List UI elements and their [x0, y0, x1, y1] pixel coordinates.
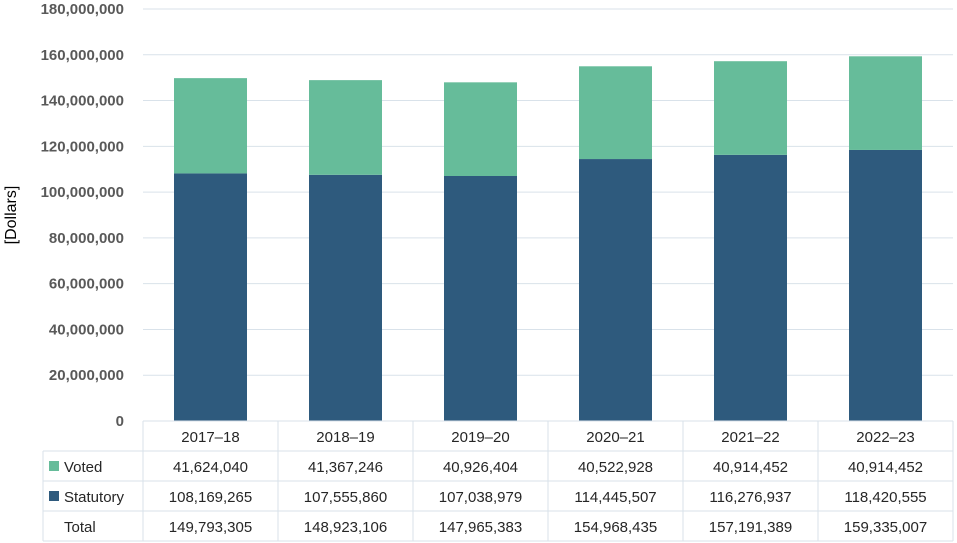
table-cell-total: 154,968,435 — [574, 519, 657, 536]
y-tick-label: 120,000,000 — [41, 138, 124, 155]
gridlines — [143, 8, 953, 376]
bar-statutory-5 — [849, 149, 922, 422]
legend-label-voted: Voted — [64, 459, 102, 476]
bar-voted-2 — [444, 82, 517, 176]
category-label: 2018–19 — [316, 429, 374, 446]
data-table: 2017–18 2018–19 2019–20 2020–21 2021–22 2022–… — [42, 420, 954, 542]
category-label: 2017–18 — [181, 429, 239, 446]
legend-label-statutory: Statutory — [64, 489, 125, 506]
table-cell-voted: 40,522,928 — [578, 459, 653, 476]
table-cell-voted: 41,624,040 — [173, 459, 248, 476]
table-cell-statutory: 108,169,265 — [169, 489, 252, 506]
bar-voted-1 — [309, 80, 382, 175]
bar-statutory-4 — [714, 154, 787, 421]
bar-statutory-0 — [174, 173, 247, 421]
table-cell-voted: 40,926,404 — [443, 459, 518, 476]
bar-voted-4 — [714, 61, 787, 155]
table-cell-voted: 40,914,452 — [713, 459, 788, 476]
table-cell-total: 159,335,007 — [844, 519, 927, 536]
y-tick-label: 80,000,000 — [49, 230, 124, 247]
table-cell-statutory: 118,420,555 — [844, 489, 926, 506]
table-cell-total: 148,923,106 — [304, 519, 387, 536]
bar-voted-3 — [579, 66, 652, 160]
row-label-total: Total — [64, 519, 96, 536]
bar-statutory-2 — [444, 175, 517, 421]
bar-statutory-3 — [579, 159, 652, 422]
y-tick-label: 140,000,000 — [41, 93, 124, 110]
y-tick-label: 20,000,000 — [49, 367, 124, 384]
table-cell-statutory: 107,038,979 — [439, 489, 522, 506]
legend-swatch-voted — [49, 461, 59, 471]
y-tick-label: 0 — [116, 413, 124, 430]
y-axis-label: [Dollars] — [3, 186, 20, 245]
table-cell-voted: 40,914,452 — [848, 459, 923, 476]
bar-voted-5 — [849, 56, 922, 150]
table-cell-total: 157,191,389 — [709, 519, 792, 536]
y-tick-label: 180,000,000 — [41, 1, 124, 18]
table-cell-statutory: 114,445,507 — [574, 489, 656, 506]
y-tick-label: 100,000,000 — [41, 184, 124, 201]
category-label: 2019–20 — [451, 429, 509, 446]
bar-voted-0 — [174, 78, 247, 174]
bar-statutory-1 — [309, 174, 382, 421]
table-cell-statutory: 107,555,860 — [304, 489, 387, 506]
table-cell-total: 149,793,305 — [169, 519, 252, 536]
category-label: 2022–23 — [856, 429, 914, 446]
table-cell-total: 147,965,383 — [439, 519, 522, 536]
y-tick-label: 160,000,000 — [41, 47, 124, 64]
table-cell-statutory: 116,276,937 — [709, 489, 791, 506]
y-tick-label: 40,000,000 — [49, 321, 124, 338]
category-label: 2020–21 — [586, 429, 644, 446]
y-tick-label: 60,000,000 — [49, 276, 124, 293]
category-label: 2021–22 — [721, 429, 779, 446]
legend-swatch-statutory — [49, 491, 59, 501]
table-cell-voted: 41,367,246 — [308, 459, 383, 476]
bars — [174, 56, 922, 422]
y-axis-tick-labels: 0 20,000,000 40,000,000 60,000,000 80,000,00… — [41, 1, 124, 430]
